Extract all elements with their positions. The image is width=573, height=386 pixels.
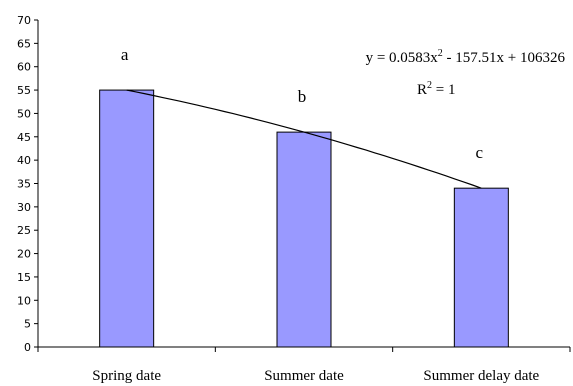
trendline [126, 89, 482, 189]
y-tick-label: 0 [24, 341, 31, 354]
significance-letters: a b c [121, 45, 484, 162]
trendline-equation: y = 0.0583x2 - 157.51x + 106326 [366, 48, 566, 66]
x-axis [37, 346, 571, 352]
category-labels: Spring date Summer date Summer delay date [92, 368, 539, 384]
y-tick-label: 35 [17, 178, 31, 191]
significance-letter-2: b [298, 87, 307, 106]
r-squared-label: R2 = 1 [417, 80, 455, 98]
y-tick-label: 5 [24, 318, 31, 331]
bar-2 [276, 131, 332, 348]
y-tick-label: 10 [17, 294, 31, 307]
bars [99, 89, 509, 348]
y-tick-label: 30 [17, 201, 31, 214]
y-tick-label: 40 [17, 154, 31, 167]
significance-letter-1: a [121, 45, 129, 64]
y-axis: 0 5 10 15 20 25 30 35 40 45 50 55 60 65 70 [17, 14, 39, 354]
significance-letter-3: c [476, 143, 484, 162]
y-tick-label: 15 [17, 271, 31, 284]
category-label-3: Summer delay date [423, 368, 539, 384]
y-tick-label: 50 [17, 107, 31, 120]
bar-3 [453, 187, 509, 348]
bar-1 [99, 89, 155, 348]
y-tick-label: 45 [17, 131, 31, 144]
category-label-2: Summer date [264, 368, 344, 384]
y-tick-label: 25 [17, 224, 31, 237]
y-tick-label: 70 [17, 14, 31, 27]
trendline-group [126, 89, 482, 189]
y-tick-label: 55 [17, 84, 31, 97]
y-tick-label: 20 [17, 248, 31, 261]
y-tick-label: 60 [17, 61, 31, 74]
category-label-1: Spring date [92, 368, 161, 384]
y-tick-label: 65 [17, 37, 31, 50]
